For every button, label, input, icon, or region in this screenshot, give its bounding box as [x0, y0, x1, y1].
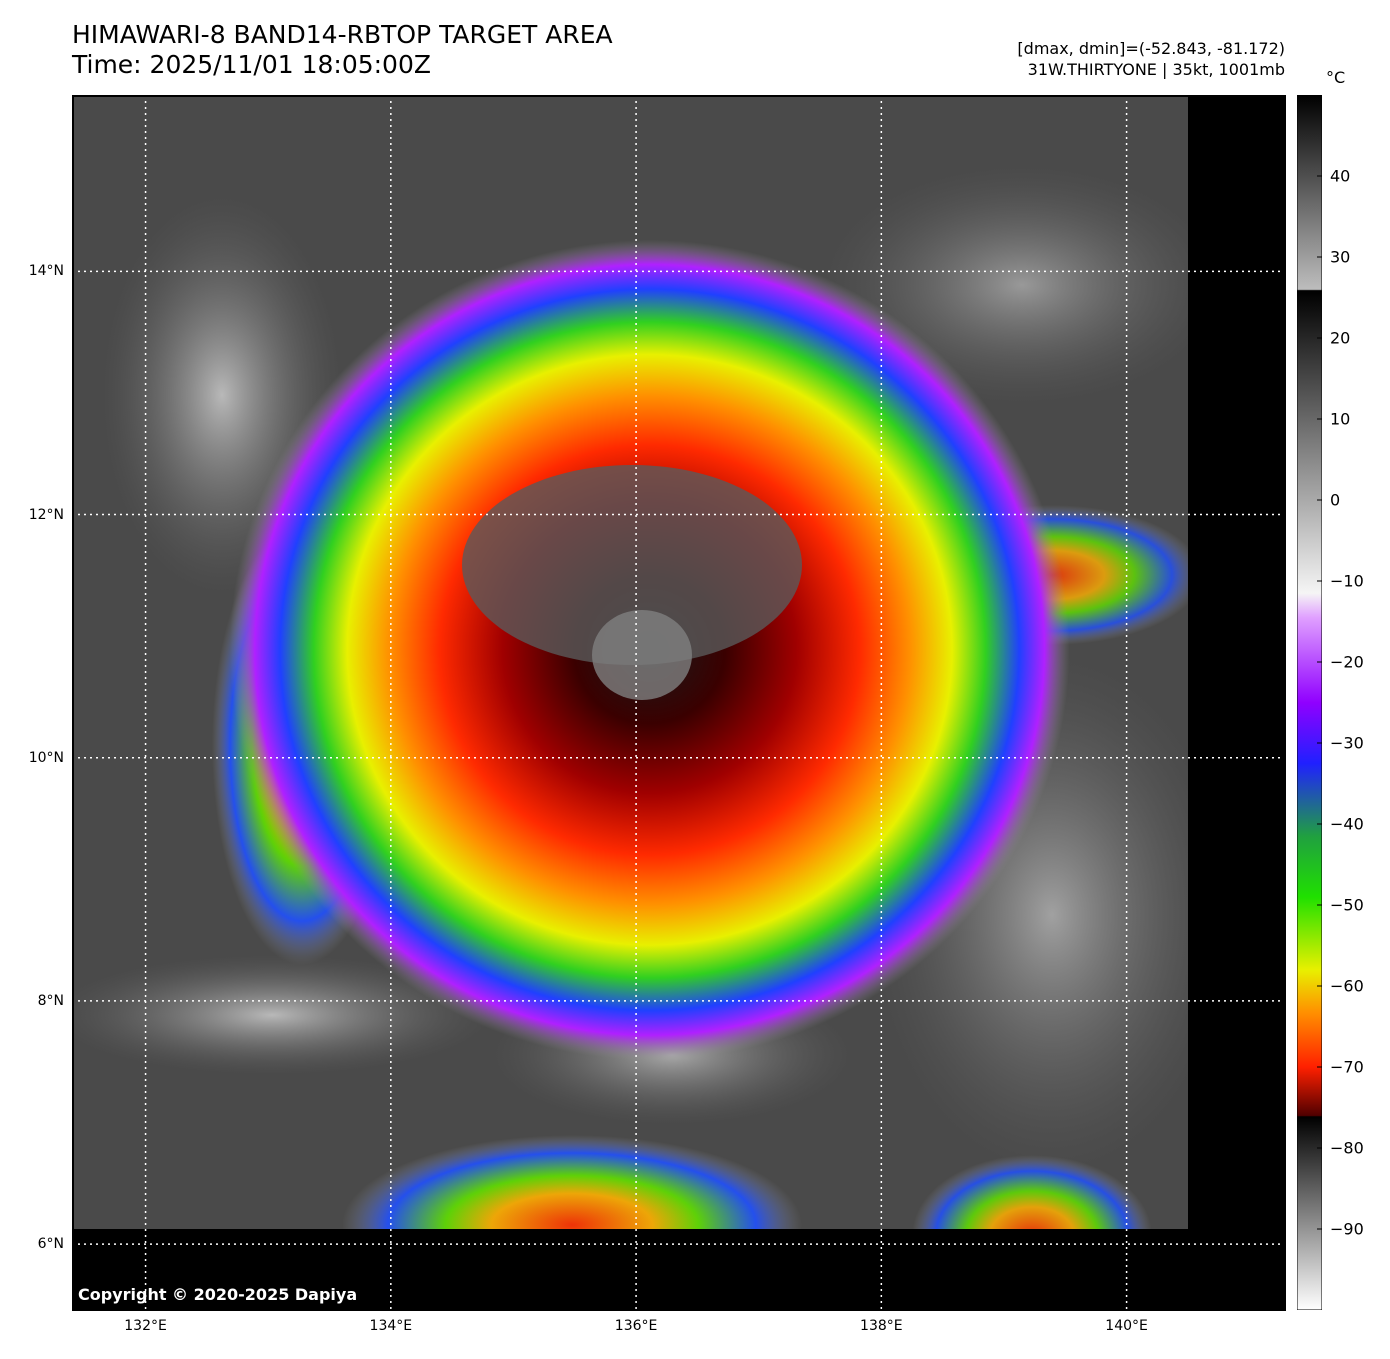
- lon-tick-label: 132°E: [124, 1318, 167, 1334]
- no-data-strip-south: [72, 1229, 1286, 1311]
- colorbar-tick-label: −20: [1330, 652, 1364, 672]
- lat-tick-label: 12°N: [28, 506, 64, 523]
- colorbar: [1297, 95, 1322, 1310]
- colorbar-tick-label: −10: [1330, 571, 1364, 591]
- lon-tick-label: 134°E: [369, 1318, 413, 1334]
- colorbar-tick-label: −40: [1330, 814, 1364, 834]
- colorbar-tick-label: 40: [1330, 166, 1351, 186]
- colorbar-tick-label: 10: [1330, 409, 1351, 429]
- no-data-strip-east: [1188, 95, 1286, 1311]
- colorbar-ticks: [1317, 175, 1322, 1230]
- lat-tick-label: 8°N: [37, 992, 64, 1009]
- storm-info: [dmax, dmin]=(-52.843, -81.172) 31W.THIR…: [1017, 38, 1285, 80]
- colorbar-tick-label: −60: [1330, 976, 1364, 996]
- colorbar-tick-label: 30: [1330, 247, 1351, 267]
- colorbar-tick-label: −70: [1330, 1057, 1364, 1077]
- colorbar-fill: [1297, 95, 1322, 1310]
- lat-tick-label: 10°N: [28, 749, 64, 766]
- title-line-product: HIMAWARI-8 BAND14-RBTOP TARGET AREA: [72, 20, 613, 49]
- lon-tick-label: 140°E: [1105, 1318, 1148, 1334]
- colorbar-tick-label: −30: [1330, 733, 1364, 753]
- colorbar-tick-label: −80: [1330, 1138, 1364, 1158]
- colorbar-tick-label: 0: [1330, 490, 1341, 510]
- lat-tick-label: 6°N: [37, 1236, 64, 1253]
- lat-tick-label: 14°N: [28, 263, 64, 280]
- colorbar-tick-label: −50: [1330, 895, 1364, 915]
- colorbar-tick-label: −90: [1330, 1219, 1364, 1239]
- storm-id-intensity: 31W.THIRTYONE | 35kt, 1001mb: [1027, 60, 1285, 79]
- figure-title: HIMAWARI-8 BAND14-RBTOP TARGET AREA Time…: [72, 20, 613, 80]
- graticule: [72, 95, 1286, 1311]
- lon-tick-label: 136°E: [614, 1318, 658, 1334]
- dmax-dmin-readout: [dmax, dmin]=(-52.843, -81.172): [1017, 39, 1285, 58]
- map-frame: [72, 95, 1286, 1311]
- lon-tick-label: 138°E: [860, 1318, 903, 1334]
- colorbar-tick-label: 20: [1330, 328, 1351, 348]
- colorbar-unit: °C: [1326, 68, 1346, 87]
- title-line-time: Time: 2025/11/01 18:05:00Z: [72, 50, 431, 79]
- copyright-text: Copyright © 2020-2025 Dapiya: [78, 1285, 358, 1304]
- satellite-map: [72, 95, 1286, 1311]
